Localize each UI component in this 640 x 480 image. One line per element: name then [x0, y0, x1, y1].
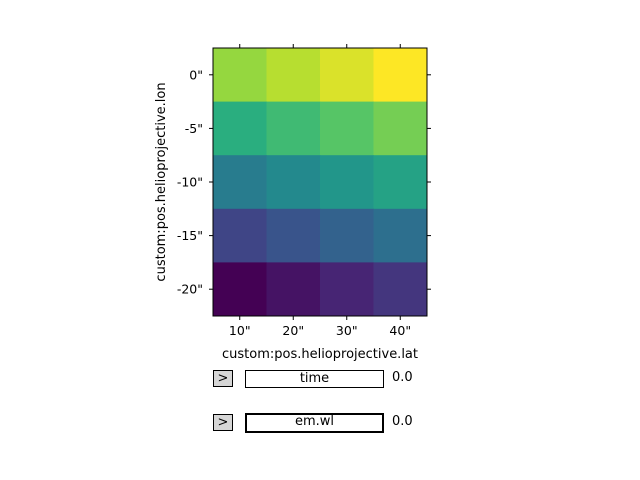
y-tick-label: -15": [177, 228, 203, 243]
heatmap-cell: [373, 262, 428, 317]
x-tick-label: 40": [389, 323, 411, 338]
x-tick-label: 20": [282, 323, 304, 338]
wavelength-step-button[interactable]: >: [213, 414, 233, 431]
wavelength-slider-value: 0.0: [392, 414, 413, 429]
x-axis-label: custom:pos.helioprojective.lat: [222, 347, 418, 362]
y-tick-labels: 0" -5" -10" -15" -20": [177, 67, 203, 296]
heatmap-cell: [266, 48, 321, 103]
heatmap-cell: [266, 155, 321, 210]
heatmap-cell: [266, 262, 321, 317]
heatmap-cell: [266, 101, 321, 156]
heatmap-cell: [320, 155, 374, 210]
x-tick-labels: 10" 20" 30" 40": [229, 323, 411, 338]
y-tick-label: -5": [185, 121, 203, 136]
heatmap-cell: [266, 208, 321, 263]
x-tick-label: 10": [229, 323, 251, 338]
y-axis-label: custom:pos.helioprojective.lon: [154, 82, 169, 281]
time-step-button[interactable]: >: [213, 370, 233, 387]
time-slider[interactable]: time: [245, 370, 384, 388]
heatmap-cell: [320, 208, 374, 263]
y-tick-label: -10": [177, 175, 203, 190]
y-tick-label: -20": [177, 282, 203, 297]
axis-ticks: [209, 44, 431, 320]
heatmap-cell: [373, 48, 428, 103]
heatmap-cell: [373, 208, 428, 263]
heatmap-cell: [320, 101, 374, 156]
wavelength-slider[interactable]: em.wl: [245, 413, 384, 433]
heatmap-cell: [213, 208, 267, 263]
heatmap-cell: [373, 101, 428, 156]
heatmap-cell: [213, 262, 267, 317]
heatmap-cells: [213, 48, 428, 317]
heatmap-cell: [373, 155, 428, 210]
y-tick-label: 0": [189, 67, 203, 82]
heatmap-cell: [213, 155, 267, 210]
heatmap-cell: [213, 48, 267, 103]
heatmap-cell: [213, 101, 267, 156]
heatmap-cell: [320, 262, 374, 317]
heatmap-cell: [320, 48, 374, 103]
time-slider-value: 0.0: [392, 370, 413, 385]
x-tick-label: 30": [336, 323, 358, 338]
